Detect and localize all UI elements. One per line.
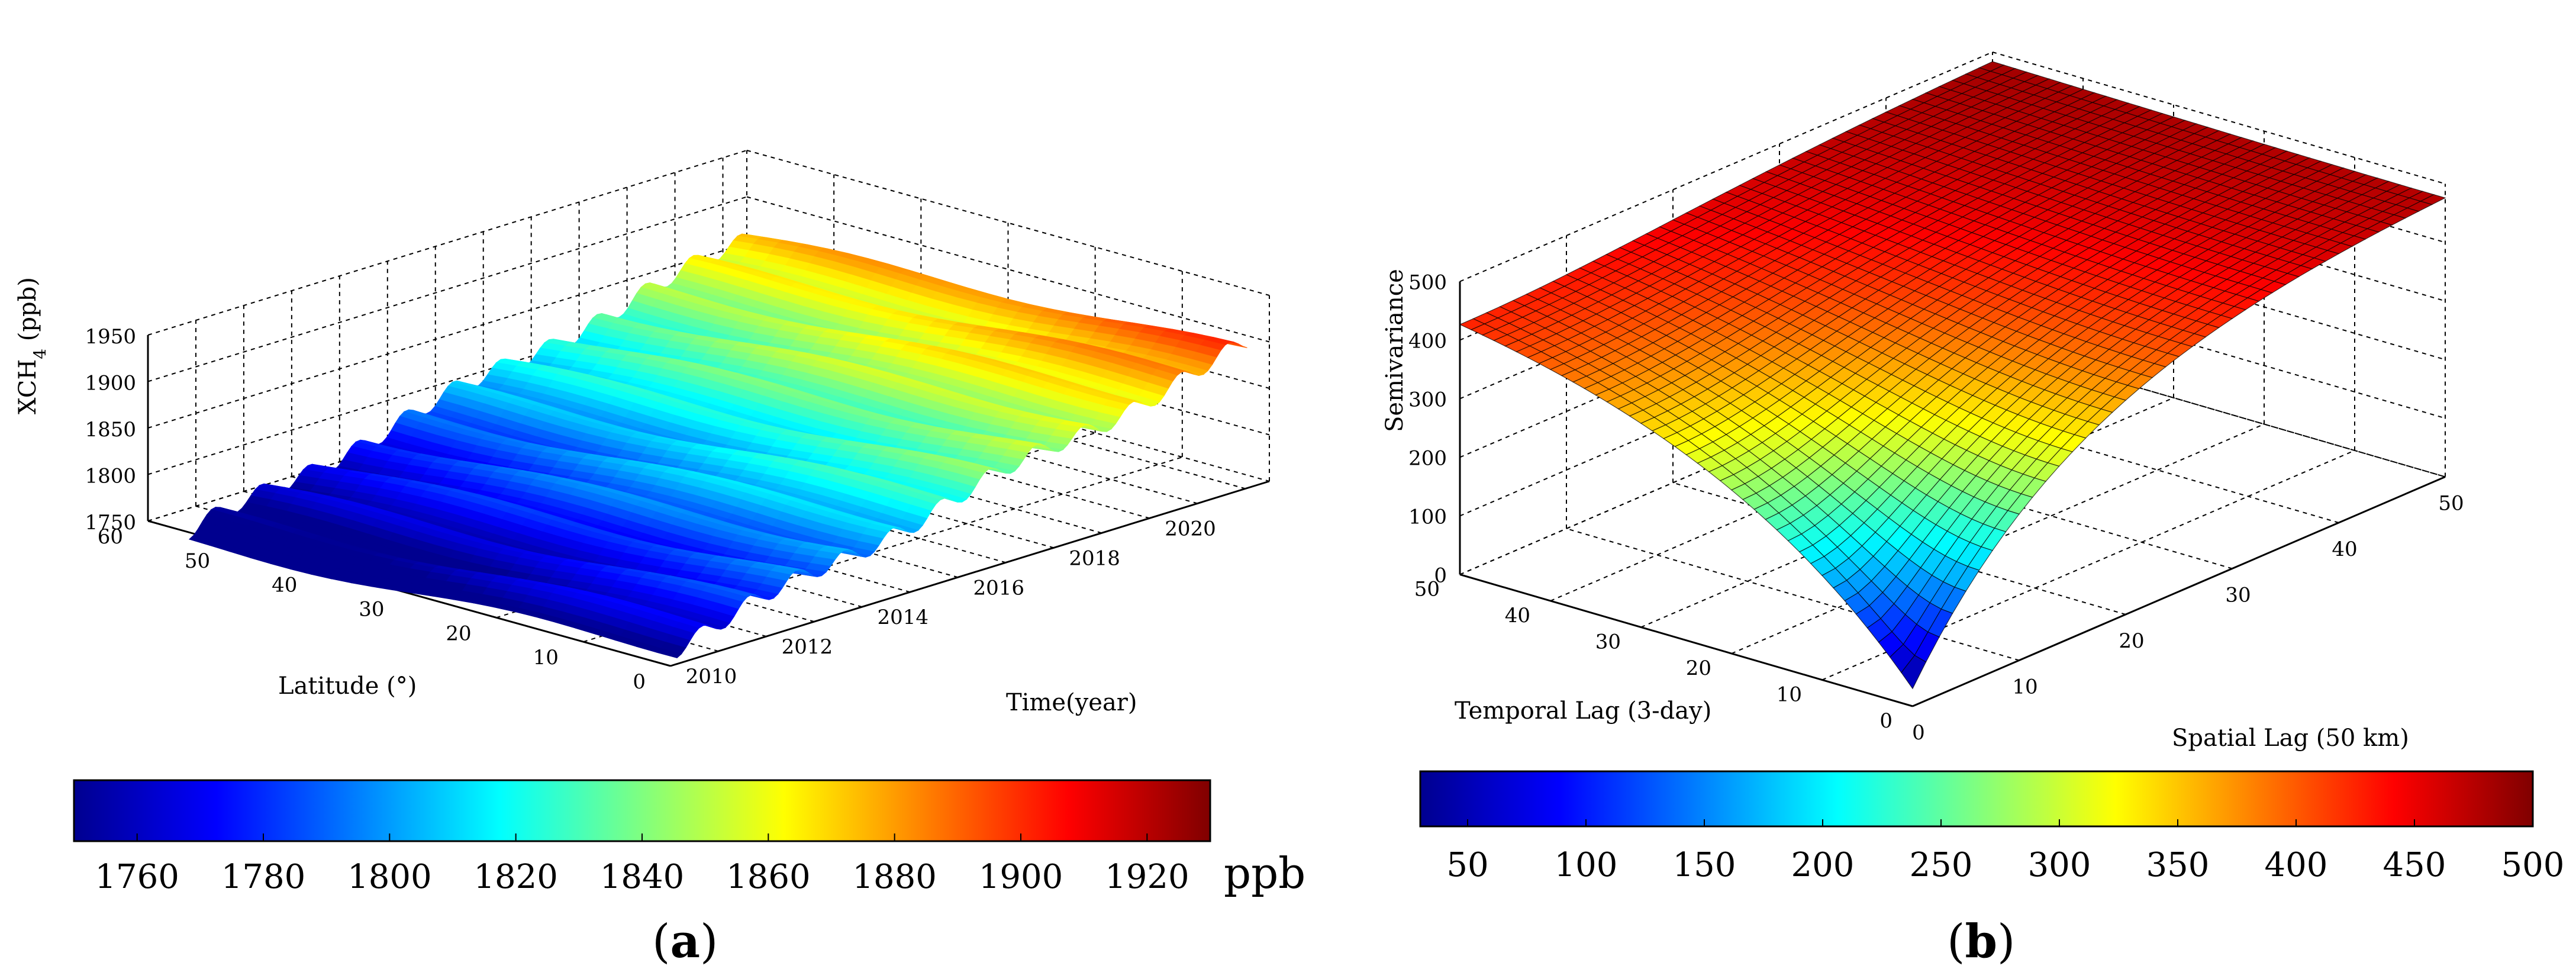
z-tick-label: 0: [1434, 564, 1447, 588]
colorbar-tick-label: 300: [2028, 846, 2091, 884]
z-tick-label: 1750: [85, 511, 136, 535]
colorbar-b: [1419, 770, 2534, 828]
z-tick-label: 100: [1408, 506, 1447, 529]
colorbar-ticks-b: 50 100 150 200 250 300 350 400 450 500: [1446, 819, 2564, 884]
z-tick-label: 300: [1408, 388, 1447, 412]
time-tick-label: 2018: [1069, 546, 1120, 570]
colorbar-tick-label: 500: [2501, 846, 2565, 884]
z-tick-label: 400: [1408, 330, 1447, 353]
colorbar-tick-label: 200: [1791, 846, 1855, 884]
grid-line: [147, 150, 747, 336]
latitude-tick-label: 20: [446, 622, 471, 645]
z-tick-label: 1950: [85, 325, 136, 349]
spatial-tick-label: 0: [1912, 721, 1925, 745]
colorbar-tick-label: 150: [1673, 846, 1736, 884]
caption-a: (a): [652, 915, 718, 968]
colorbar-tick-label: 1880: [852, 858, 937, 896]
z-tick-label: 1850: [85, 418, 136, 442]
temporal-tick-label: 50: [1414, 578, 1440, 601]
grid-line: [147, 196, 747, 382]
colorbar-tick-label: 1800: [347, 858, 432, 896]
colorbar-tick-label: 1820: [473, 858, 558, 896]
colorbar-a: [73, 779, 1211, 842]
caption-b: (b): [1947, 915, 2016, 968]
colorbar-tick-label: 1760: [95, 858, 179, 896]
spatial-tick-label: 10: [2012, 675, 2037, 699]
xlabel-b: Spatial Lag (50 km): [2172, 725, 2409, 752]
colorbar-tick-label: 350: [2146, 846, 2210, 884]
latitude-tick-label: 60: [98, 525, 123, 549]
temporal-tick-label: 0: [1879, 709, 1892, 733]
colorbar-tick-label: 1860: [726, 858, 811, 896]
grid-line: [147, 243, 747, 429]
grid-line: [1459, 52, 1993, 282]
spatial-tick-label: 40: [2332, 538, 2357, 561]
colorbar-tick-label: 50: [1446, 846, 1488, 884]
colorbar-tick-label: 1840: [600, 858, 685, 896]
colorbar-tick-label: 400: [2265, 846, 2328, 884]
spatial-tick-label: 50: [2438, 492, 2464, 516]
panel-a: 1750 1800 1850 1900 1950 0 10 20 30 40 50 60 2010 201…: [14, 150, 1305, 968]
time-tick-label: 2012: [782, 635, 833, 659]
grid-line: [1566, 528, 2020, 661]
colorbar-tick-label: 1900: [979, 858, 1063, 896]
latitude-tick-label: 50: [185, 549, 210, 573]
surface-a: [188, 233, 1247, 658]
temporal-tick-label: 20: [1686, 656, 1711, 680]
colorbar-tick-label: 250: [1910, 846, 1973, 884]
zlabel-a: XCH4 (ppb): [14, 277, 50, 414]
temporal-tick-label: 40: [1505, 604, 1530, 627]
time-tick-label: 2020: [1165, 517, 1216, 540]
panel-b: 0 100 200 300 400 500 0 10 20 30 40 50 0 10 20 30 40 50 S…: [1355, 0, 2576, 970]
xlabel-a: Time(year): [1006, 689, 1137, 716]
ylabel-a: Latitude (°): [278, 672, 417, 700]
z-tick-label: 200: [1408, 447, 1447, 471]
colorbar-tick-label: 1780: [221, 858, 306, 896]
z-tick-label: 1800: [85, 465, 136, 488]
zlabel-b: Semivariance: [1381, 269, 1408, 432]
grid-line: [583, 456, 1183, 643]
colorbar-tick-label: 100: [1555, 846, 1618, 884]
latitude-tick-label: 0: [633, 670, 646, 694]
time-tick-label: 2016: [973, 576, 1024, 600]
tick-labels-a: 1750 1800 1850 1900 1950 0 10 20 30 40 50 60 2010 201…: [85, 325, 1216, 694]
temporal-tick-label: 10: [1777, 683, 1802, 707]
grid-line: [1992, 52, 2446, 185]
colorbar-ticks-a: 1760 1780 1800 1820 1840 1860 1880 1900 1920: [95, 833, 1189, 896]
surface-chart-a: 1750 1800 1850 1900 1950 0 10 20 30 40 50 60 2010 201…: [14, 150, 1305, 898]
colorbar-unit-a: ppb: [1224, 848, 1305, 898]
axis-line: [1912, 476, 2446, 707]
surface-patch: [1901, 655, 1927, 690]
time-tick-label: 2010: [686, 665, 737, 688]
latitude-tick-label: 40: [272, 574, 297, 597]
surface-patch: [656, 648, 682, 658]
latitude-tick-label: 30: [359, 598, 384, 622]
colorbar-tick-label: 450: [2383, 846, 2446, 884]
surface-b: [1459, 61, 2446, 690]
grid-line: [1821, 450, 2355, 681]
latitude-tick-label: 10: [533, 646, 559, 670]
ylabel-b: Temporal Lag (3-day): [1455, 697, 1711, 725]
spatial-tick-label: 20: [2119, 629, 2144, 653]
temporal-tick-label: 30: [1595, 630, 1621, 654]
axis-line: [1459, 574, 1913, 707]
time-tick-label: 2014: [878, 606, 929, 629]
grid-line: [1731, 423, 2265, 654]
axis-line: [670, 480, 1270, 667]
colorbar-tick-label: 1920: [1105, 858, 1189, 896]
z-tick-label: 1900: [85, 372, 136, 395]
spatial-tick-label: 30: [2225, 584, 2251, 607]
z-tick-label: 500: [1408, 271, 1447, 295]
